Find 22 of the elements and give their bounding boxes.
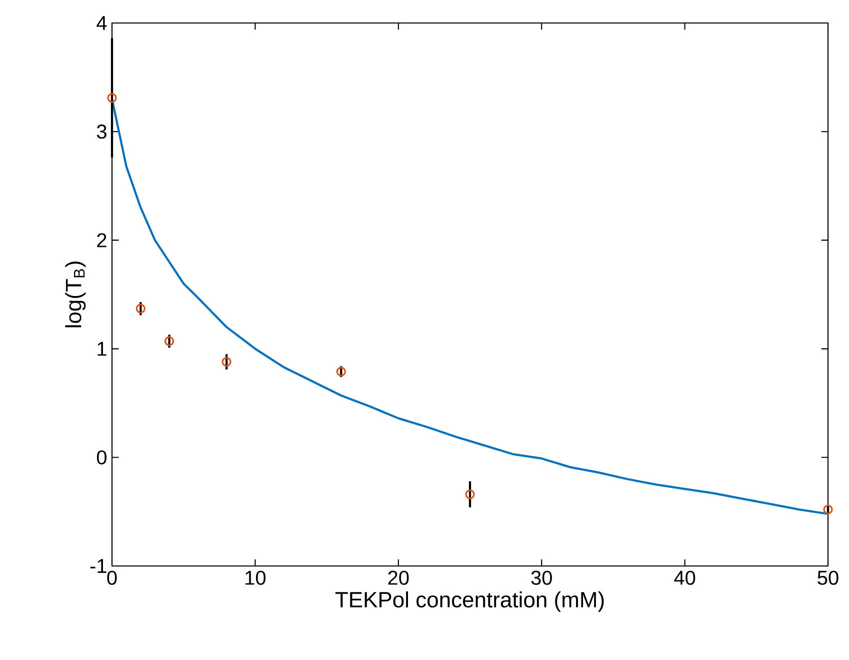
point (465, 490, 475, 500)
point (107, 93, 117, 103)
y-tick-label: 1 (98, 342, 106, 356)
x-axis-title: TEKPol concentration (mM) (335, 591, 604, 612)
point (222, 357, 232, 367)
y-tick-label: 0 (96, 450, 106, 464)
point (136, 304, 146, 314)
x-tick-label: 10 (246, 570, 266, 585)
y-tick-label: 2 (97, 233, 106, 248)
x-tick-label: 0 (107, 570, 117, 585)
point (164, 336, 174, 346)
x-tick-label: 30 (531, 570, 552, 585)
line-series (110, 98, 830, 515)
y-tick-label: -1 (90, 559, 106, 573)
y-tick-label: 3 (96, 124, 106, 139)
y-axis-title: log(T$_{B}$) (65, 262, 86, 328)
point (336, 366, 346, 376)
x-tick-label: 40 (674, 570, 696, 585)
y-tick-label: 4 (96, 16, 107, 30)
point (823, 504, 833, 514)
x-tick-label: 20 (388, 570, 409, 585)
x-tick-label: 50 (818, 570, 838, 585)
